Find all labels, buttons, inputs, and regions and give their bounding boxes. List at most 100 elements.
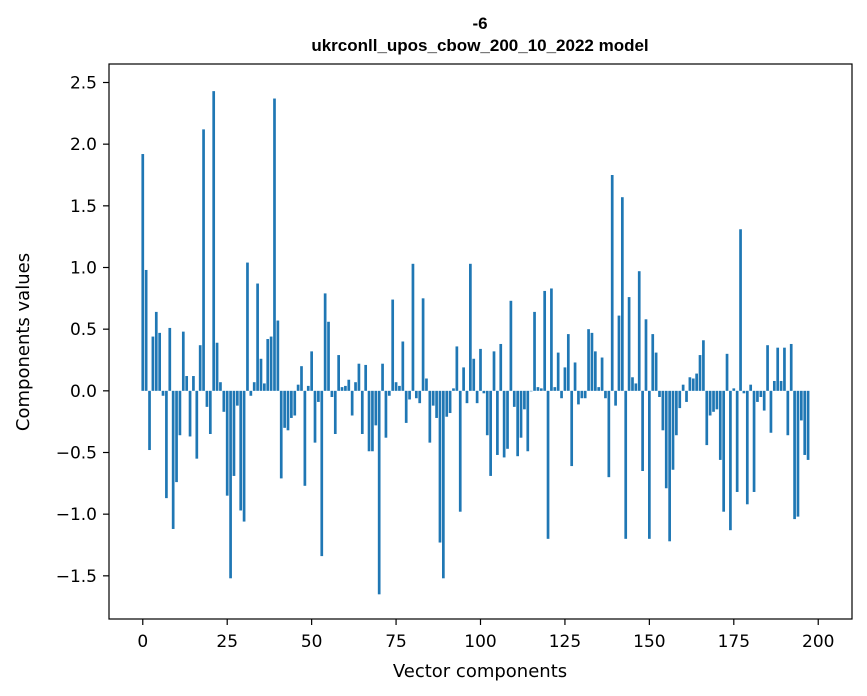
bar — [340, 387, 344, 391]
bar — [620, 197, 624, 391]
bar — [675, 390, 678, 436]
bar — [492, 351, 496, 391]
bar — [263, 383, 266, 391]
bar — [624, 390, 628, 539]
bar — [732, 388, 736, 391]
bar — [408, 390, 411, 400]
bar — [208, 390, 212, 434]
bar — [387, 390, 391, 396]
bar — [776, 347, 780, 391]
bar — [580, 390, 584, 399]
bar — [617, 315, 621, 391]
bar — [482, 390, 486, 394]
bar — [320, 390, 324, 557]
bar — [759, 390, 763, 397]
bar — [212, 91, 216, 391]
bar — [161, 390, 165, 396]
bar — [783, 347, 786, 391]
bar — [438, 390, 442, 543]
bar — [563, 367, 567, 391]
bar — [455, 346, 459, 391]
bar — [431, 390, 435, 406]
x-tick-label: 175 — [718, 632, 750, 652]
bar — [462, 367, 465, 391]
bar — [259, 358, 263, 391]
bar — [546, 390, 550, 539]
x-tick-label: 75 — [385, 632, 407, 652]
y-tick-label: 1.5 — [70, 197, 97, 217]
bar — [337, 355, 340, 391]
bar — [215, 342, 219, 391]
bar — [394, 382, 398, 391]
bar — [303, 390, 307, 486]
bar — [644, 319, 648, 391]
bar — [543, 290, 547, 391]
bar — [225, 390, 229, 496]
bar — [637, 271, 641, 391]
bar — [516, 390, 519, 457]
y-tick-label: −1.5 — [56, 567, 97, 587]
bar — [181, 331, 185, 391]
bar — [479, 348, 482, 391]
bar — [631, 377, 634, 391]
bar — [550, 288, 553, 391]
bar — [300, 366, 303, 391]
bar — [729, 390, 732, 531]
bar — [205, 390, 209, 407]
bar — [475, 390, 479, 404]
bar — [688, 377, 692, 391]
bar — [350, 390, 354, 416]
bar — [279, 390, 283, 479]
bar — [590, 332, 594, 391]
bar — [607, 390, 611, 478]
bar — [793, 390, 796, 520]
bar — [651, 334, 655, 391]
bar — [685, 390, 688, 402]
bar — [360, 390, 364, 434]
bar — [735, 390, 739, 492]
bar — [330, 390, 334, 397]
bar — [499, 343, 503, 391]
bar — [718, 390, 722, 460]
plot-frame — [108, 63, 853, 620]
bar — [317, 390, 320, 402]
bar — [553, 387, 557, 391]
bar — [273, 98, 276, 391]
bar — [310, 351, 313, 391]
bar — [404, 390, 408, 423]
bar — [614, 390, 617, 406]
bar — [627, 297, 631, 391]
y-axis-label: Components values — [13, 253, 34, 431]
bar — [435, 390, 438, 418]
y-axis-ticks: −1.5 −1.0 −0.5 0.0 0.5 1.0 1.5 2.0 2.5 — [56, 74, 109, 587]
bar — [448, 390, 452, 414]
bar — [398, 385, 401, 391]
bar — [246, 262, 249, 391]
bar — [290, 390, 293, 418]
bar — [333, 390, 337, 434]
bar — [411, 263, 415, 391]
bar — [371, 390, 374, 452]
bar — [769, 390, 773, 433]
bar — [293, 390, 297, 416]
bar — [533, 311, 536, 391]
bar — [658, 390, 661, 397]
bar — [313, 390, 317, 443]
bar — [195, 390, 199, 459]
bar — [485, 390, 489, 436]
bar — [762, 390, 766, 411]
bar — [154, 311, 158, 391]
bar — [418, 390, 422, 404]
bar — [256, 283, 259, 391]
bar — [691, 378, 695, 391]
bar — [648, 390, 651, 539]
bar — [506, 390, 509, 449]
bar — [219, 382, 222, 391]
bar — [597, 387, 601, 391]
bar — [745, 390, 749, 505]
bar — [789, 343, 793, 391]
bar — [286, 390, 290, 431]
bar — [266, 339, 270, 391]
bar — [158, 332, 162, 391]
